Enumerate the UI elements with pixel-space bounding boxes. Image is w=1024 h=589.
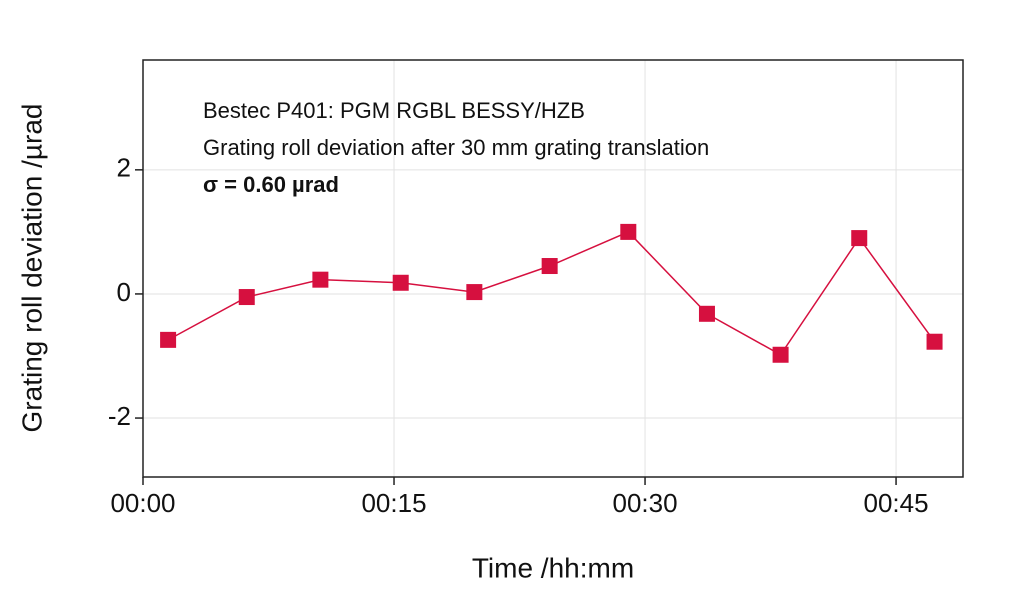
data-point (541, 258, 558, 275)
data-point (160, 331, 177, 348)
data-point (620, 223, 637, 240)
y-tick-label: -2 (108, 401, 131, 431)
data-point (772, 346, 789, 363)
y-tick-label: 2 (117, 153, 131, 183)
data-point (851, 230, 868, 247)
x-axis-label: Time /hh:mm (472, 552, 634, 583)
data-point (698, 305, 715, 322)
annotation: Bestec P401: PGM RGBL BESSY/HZB (203, 98, 585, 123)
x-tick-label: 00:30 (613, 488, 678, 518)
series-line (167, 230, 936, 356)
x-tick-label: 00:45 (864, 488, 929, 518)
plot-frame (142, 59, 964, 478)
x-tick-label: 00:00 (110, 488, 175, 518)
data-point (238, 289, 255, 306)
data-point (392, 274, 409, 291)
data-point (312, 271, 329, 288)
annotation: Grating roll deviation after 30 mm grati… (203, 135, 709, 160)
data-point (466, 284, 483, 301)
x-tick-label: 00:15 (361, 488, 426, 518)
annotation: σ = 0.60 µrad (203, 172, 339, 197)
data-point (926, 333, 943, 350)
y-tick-label: 0 (117, 277, 131, 307)
y-axis-label: Grating roll deviation /µrad (16, 104, 47, 433)
